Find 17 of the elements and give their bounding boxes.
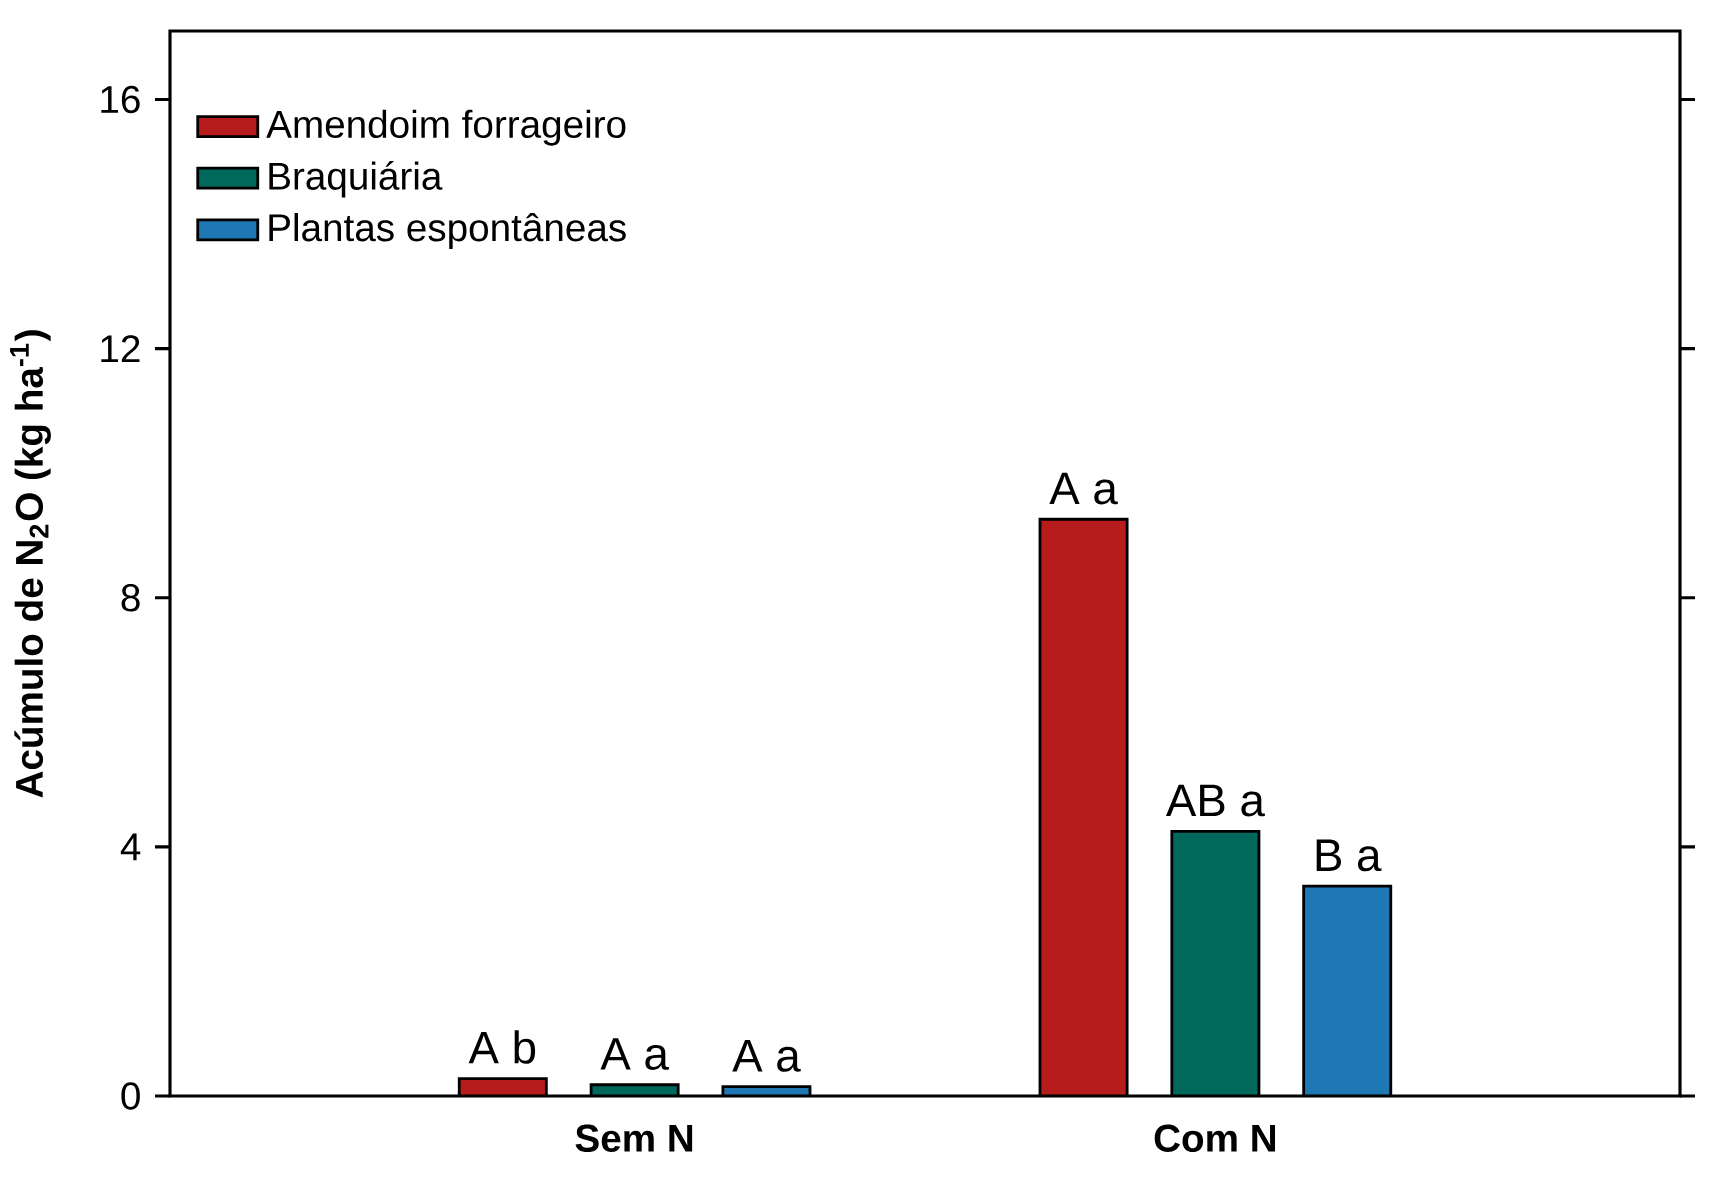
y-tick-label: 8 bbox=[121, 584, 140, 612]
y-tick-label: 12 bbox=[101, 335, 140, 363]
x-tick-label: Com N bbox=[1154, 1124, 1276, 1152]
data-label: A a bbox=[1049, 472, 1118, 505]
legend-label: Plantas espontâneas bbox=[269, 212, 626, 249]
legend-label: Braquiária bbox=[269, 161, 443, 198]
data-label: AB a bbox=[1165, 784, 1265, 817]
legend-label: Amendoim forrageiro bbox=[266, 109, 626, 146]
data-label: A a bbox=[600, 1038, 669, 1071]
y-tick-label: 16 bbox=[101, 85, 140, 114]
data-label: A a bbox=[732, 1040, 801, 1072]
y-tick-label: 4 bbox=[120, 833, 141, 861]
data-label: A b bbox=[468, 1030, 536, 1064]
x-tick-label: Sem N bbox=[575, 1124, 693, 1152]
data-label: B a bbox=[1316, 839, 1382, 872]
y-tick-label: 0 bbox=[121, 1082, 140, 1110]
y-axis-title: Acúmulo de N$_{2}$O (kg ha$^{-1}$) bbox=[10, 330, 51, 798]
